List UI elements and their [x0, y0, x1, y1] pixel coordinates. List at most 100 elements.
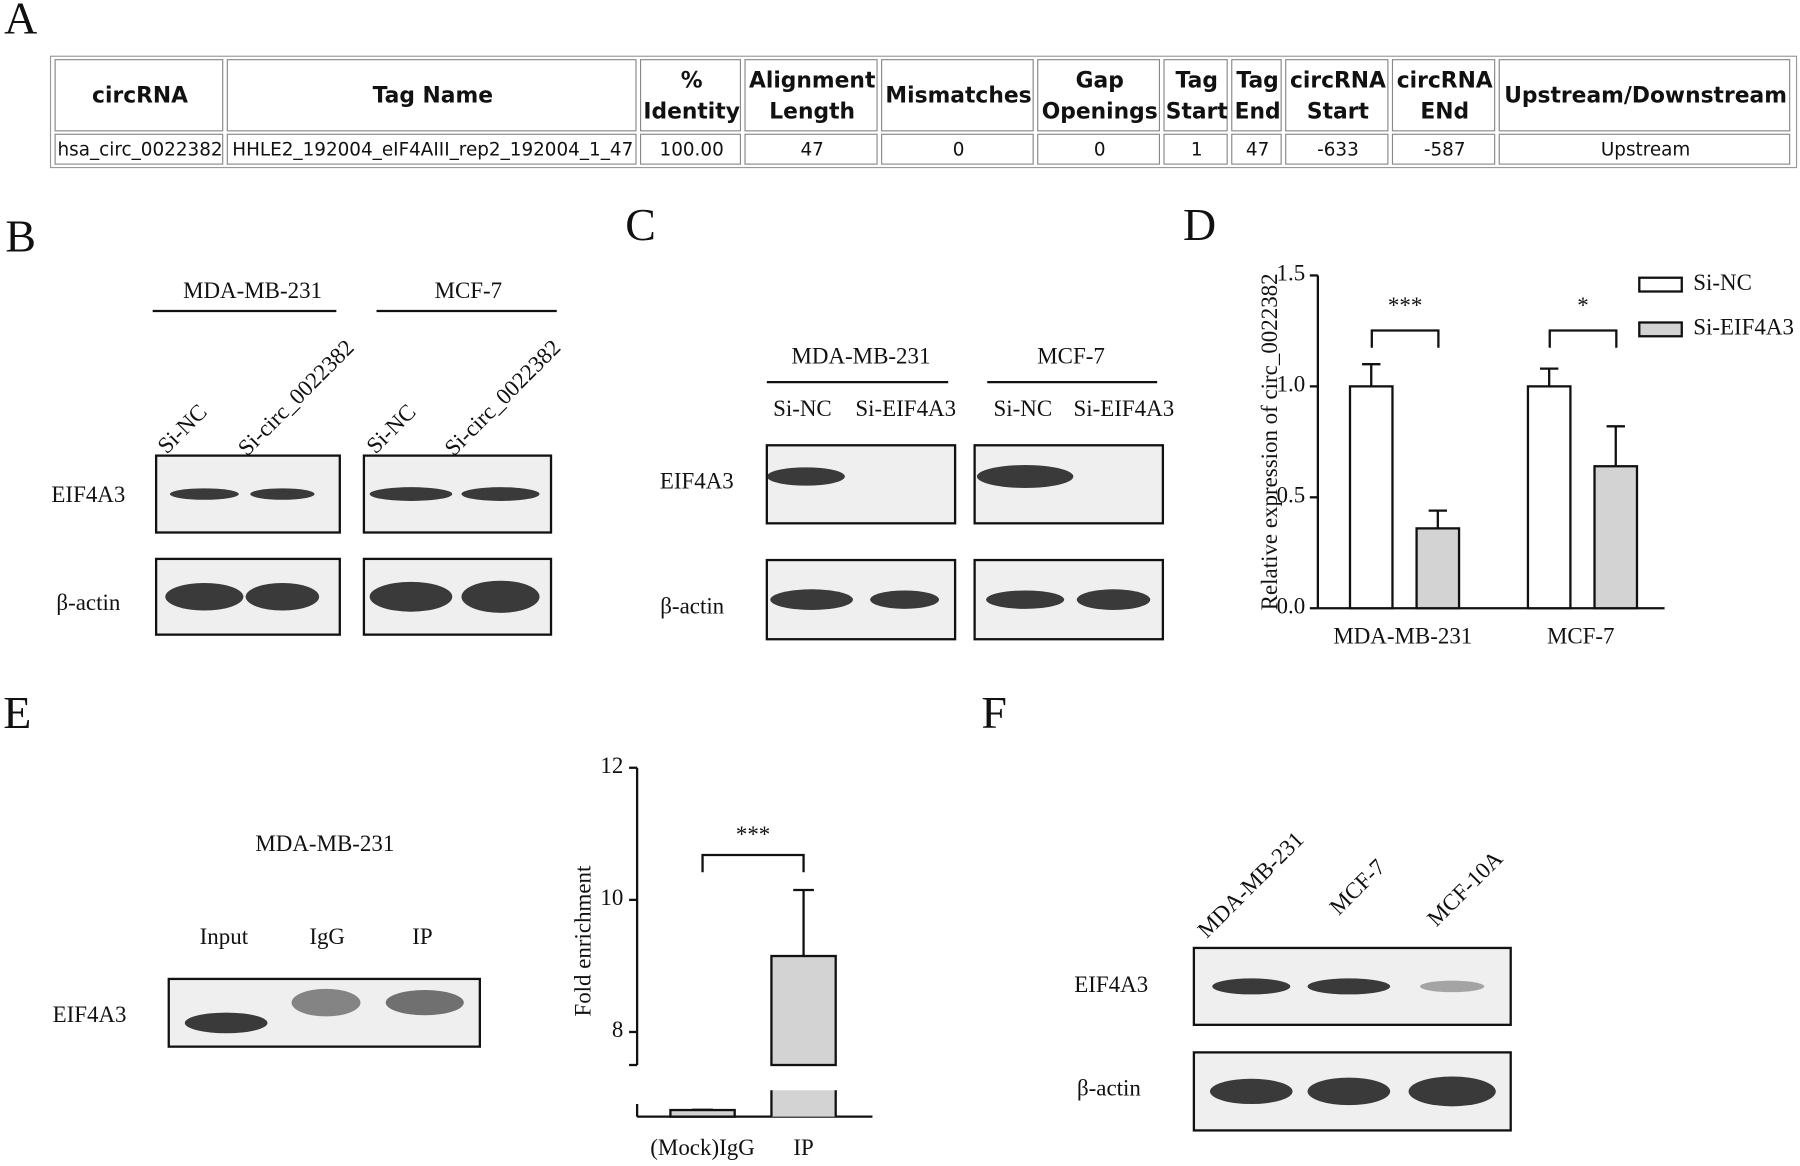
bar	[1593, 465, 1639, 610]
significance: ***	[1388, 293, 1422, 318]
table-cell	[744, 133, 878, 165]
table-header: Tag Name	[373, 83, 493, 108]
table-cell-text: Upstream	[1601, 139, 1690, 160]
blot-band	[165, 583, 244, 611]
table-cell	[1285, 133, 1389, 165]
error-bar	[1428, 509, 1448, 529]
table-header: Upstream/Downstream	[1504, 83, 1787, 108]
lane-label: MDA-MB-231	[1193, 827, 1309, 943]
table-cell	[1163, 133, 1228, 165]
blot-band	[1307, 978, 1391, 995]
panel-letter: D	[1183, 199, 1216, 250]
table-header: Identity	[643, 99, 740, 124]
blot-band	[1420, 980, 1485, 993]
bar	[1415, 527, 1461, 610]
blot-band	[766, 467, 845, 486]
protein-label: EIF4A3	[51, 482, 125, 507]
table-cell-text: -587	[1424, 139, 1466, 160]
table-cell	[639, 133, 742, 165]
blot-band	[1076, 589, 1151, 610]
table-header: circRNA	[1290, 68, 1386, 93]
blot-band	[870, 590, 940, 609]
table-header: %	[681, 68, 703, 93]
table-cell	[881, 59, 1034, 132]
lane-label: Si-NC	[153, 399, 212, 458]
table-cell-text: 47	[800, 139, 823, 160]
lane-label: Si-circ_0022382	[233, 335, 359, 461]
table-header: Start	[1166, 99, 1228, 124]
blot-band	[1307, 1077, 1391, 1106]
blot-band	[369, 581, 453, 612]
table-cell	[1037, 59, 1161, 132]
bar	[770, 954, 837, 1067]
protein-label: β-actin	[660, 594, 724, 619]
blot-band	[461, 487, 540, 501]
blot-band	[1209, 1078, 1293, 1105]
error-bar	[1606, 425, 1625, 467]
table-header: Alignment	[749, 68, 875, 93]
significance-bracket	[701, 853, 805, 873]
table-cell	[226, 59, 637, 132]
table-cell	[1391, 133, 1496, 165]
blot-band	[986, 590, 1065, 609]
panel-letter: B	[5, 211, 36, 262]
significance-bracket	[1370, 329, 1440, 348]
legend-label: Si-EIF4A3	[1693, 315, 1794, 340]
cell-line-label: MDA-MB-231	[255, 831, 394, 856]
table-cell-text: 0	[953, 139, 965, 160]
protein-label: EIF4A3	[53, 1002, 127, 1027]
x-tick-label: IP	[793, 1135, 813, 1160]
error-bar	[1362, 363, 1381, 387]
y-tick-label: 0.0	[1277, 594, 1306, 619]
lane-label: Si-NC	[362, 399, 421, 458]
blot-band	[1408, 1076, 1496, 1107]
blot-band	[291, 988, 361, 1017]
table-cell	[1498, 133, 1791, 165]
lane-label: MCF-7	[1325, 854, 1390, 919]
table-header: End	[1235, 99, 1281, 124]
bar	[771, 1090, 836, 1117]
table-cell	[639, 59, 742, 132]
panel-letter: A	[4, 0, 37, 43]
table-header: Length	[769, 99, 855, 124]
x-tick-label: MCF-7	[1547, 623, 1615, 648]
blot-band	[461, 580, 540, 613]
table-cell	[1498, 59, 1791, 132]
significance: *	[1577, 293, 1588, 318]
error-bar	[793, 888, 814, 957]
table-cell	[744, 59, 878, 132]
table-frame	[49, 55, 1798, 169]
table-cell-text: hsa_circ_0022382	[58, 139, 223, 160]
blot-band	[250, 488, 315, 500]
protein-label: β-actin	[1077, 1076, 1141, 1101]
bar	[1348, 385, 1394, 610]
significance-bracket	[1548, 329, 1618, 348]
blot-band	[976, 465, 1074, 488]
y-tick-label: 0.5	[1277, 483, 1306, 508]
legend-swatch	[1638, 276, 1683, 293]
protein-label: β-actin	[56, 590, 120, 615]
cell-line-label: MDA-MB-231	[792, 343, 931, 368]
table-cell-text: HHLE2_192004_eIF4AIII_rep2_192004_1_47	[232, 139, 633, 160]
table-cell	[1391, 59, 1496, 132]
table-header: Mismatches	[885, 83, 1031, 108]
table-cell	[1037, 133, 1161, 165]
table-header: Tag	[1176, 68, 1218, 93]
blot-band	[1212, 978, 1291, 995]
lane-label: Si-EIF4A3	[855, 396, 956, 421]
y-axis-label: Relative expression of circ_0022382	[1257, 273, 1282, 610]
lane-label: Si-NC	[994, 396, 1053, 421]
table-header: Openings	[1042, 99, 1158, 124]
table-cell	[1231, 59, 1282, 132]
table-header: circRNA	[1397, 68, 1493, 93]
lane-label: Si-EIF4A3	[1074, 396, 1175, 421]
y-axis-label: Fold enrichment	[571, 865, 596, 1017]
y-tick-label: 10	[600, 885, 623, 910]
x-tick-label: MDA-MB-231	[1333, 623, 1472, 648]
table-cell-text: 100.00	[660, 139, 724, 160]
legend-label: Si-NC	[1693, 270, 1752, 295]
table-cell	[881, 133, 1034, 165]
y-tick-label: 8	[612, 1017, 623, 1042]
bar	[1526, 385, 1572, 610]
